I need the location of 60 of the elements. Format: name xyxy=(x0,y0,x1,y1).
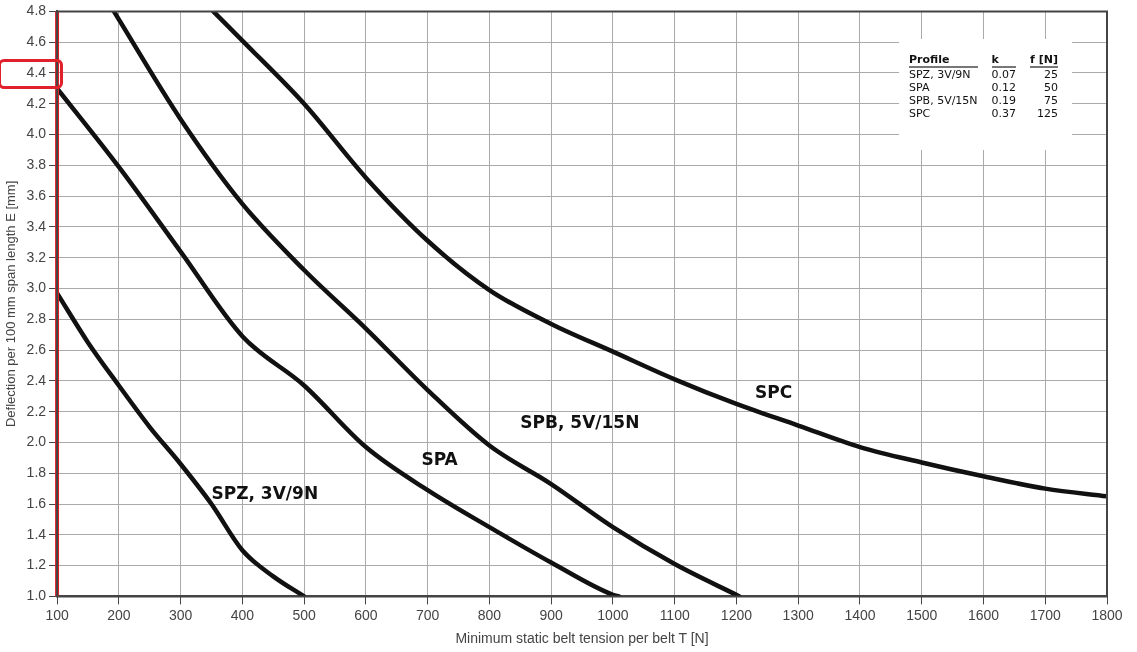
y-tick-label: 3.2 xyxy=(26,248,47,265)
y-tick-label: 1.4 xyxy=(26,525,47,542)
y-tick-label: 4.6 xyxy=(26,33,47,50)
annotation: SPA xyxy=(908,81,931,95)
x-tick-label: 1300 xyxy=(782,606,814,623)
y-tick-label: 4.4 xyxy=(26,63,47,80)
y-tick-label: 2.8 xyxy=(26,310,47,327)
x-tick-label: 700 xyxy=(415,606,440,623)
x-axis-title: Minimum static belt tension per belt T [N] xyxy=(455,630,709,647)
annotation: SPB, 5V/15N xyxy=(908,94,978,108)
x-tick-label: 1500 xyxy=(906,606,938,623)
y-tick-label: 3.0 xyxy=(26,279,47,296)
x-tick-label: 400 xyxy=(230,606,255,623)
y-tick-label: 2.4 xyxy=(26,371,47,388)
line-series xyxy=(111,11,742,597)
y-tick-label: 4.0 xyxy=(26,125,47,142)
annotation: SPC xyxy=(908,107,932,121)
x-tick-label: 500 xyxy=(292,606,316,623)
series-label: SPZ, 3V/9N xyxy=(211,483,319,504)
y-tick-label: 1.2 xyxy=(26,556,47,573)
x-tick-label: 200 xyxy=(107,606,131,623)
y-tick-label: 3.8 xyxy=(26,156,47,173)
y-tick-label: 2.0 xyxy=(26,433,47,450)
x-tick-label: 1700 xyxy=(1029,606,1062,623)
x-tick-label: 1000 xyxy=(597,606,629,623)
annotation: f [N] xyxy=(1030,53,1058,69)
annotation: 25 xyxy=(1043,68,1058,82)
annotation: 0.19 xyxy=(991,94,1017,108)
annotation: 125 xyxy=(1036,107,1058,121)
y-tick-label: 1.6 xyxy=(26,494,47,511)
annotation: k xyxy=(991,53,1017,69)
x-tick-label: 1600 xyxy=(967,606,1000,623)
annotation: 0.07 xyxy=(991,68,1017,82)
series-label: SPB, 5V/15N xyxy=(520,412,640,433)
y-tick-label: 1.8 xyxy=(26,464,47,481)
annotation: 75 xyxy=(1043,94,1058,108)
x-tick-label: 800 xyxy=(477,606,502,623)
y-axis-title: Deflection per 100 mm span length E [mm] xyxy=(3,180,19,428)
x-tick-label: 1400 xyxy=(844,606,876,623)
series-label: SPA xyxy=(421,449,459,470)
x-tick-label: 1100 xyxy=(659,606,690,623)
x-tick-label: 100 xyxy=(45,606,69,623)
series-label: SPC xyxy=(754,381,793,402)
annotation: SPZ, 3V/9N xyxy=(908,68,972,82)
x-tick-label: 600 xyxy=(354,606,378,623)
x-tick-label: 1800 xyxy=(1091,606,1123,623)
y-tick-label: 2.2 xyxy=(26,402,47,419)
y-tick-label: 4.8 xyxy=(26,2,47,19)
y-tick-label: 3.4 xyxy=(26,217,47,234)
annotation: 0.37 xyxy=(991,107,1017,121)
y-tick-label: 2.6 xyxy=(26,340,47,357)
annotation: Profile xyxy=(908,53,978,69)
x-tick-label: 1200 xyxy=(720,606,753,623)
x-tick-label: 300 xyxy=(168,606,193,623)
y-tick-label: 4.2 xyxy=(26,94,47,111)
annotation: 50 xyxy=(1043,81,1058,95)
y-tick-label: 3.6 xyxy=(26,187,47,203)
annotation: 0.12 xyxy=(991,81,1017,95)
x-tick-label: 900 xyxy=(539,606,564,623)
y-tick-label: 1.0 xyxy=(26,587,47,604)
